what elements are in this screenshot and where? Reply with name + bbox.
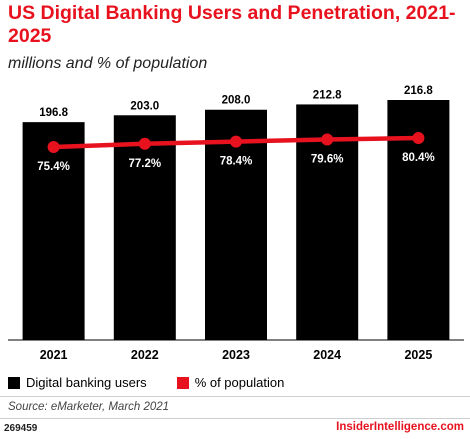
bar-value-label: 212.8	[313, 89, 342, 101]
legend-label-line: % of population	[194, 375, 285, 390]
x-tick-label: 2022	[131, 348, 159, 362]
brand-logo: InsiderIntelligence.com	[336, 421, 464, 433]
line-value-label: 77.2%	[128, 158, 161, 170]
bar-value-label: 196.8	[39, 107, 68, 119]
legend-item-bar: Digital banking users	[8, 375, 147, 390]
chart-id: 269459	[4, 423, 38, 434]
divider-top	[0, 396, 470, 397]
chart-title: US Digital Banking Users and Penetration…	[8, 2, 456, 47]
x-axis-tick-labels: 2021 2022 2023 2024 2025	[40, 348, 433, 362]
line-point-2022	[138, 137, 151, 150]
line-value-label: 78.4%	[220, 156, 253, 168]
legend-swatch-line	[176, 376, 189, 389]
divider-bottom	[0, 418, 470, 419]
bar-value-label: 208.0	[222, 95, 251, 107]
line-point-2024	[321, 133, 334, 146]
bar-2023	[205, 109, 267, 340]
bar-2022	[113, 115, 176, 340]
line-point-2025	[412, 132, 425, 145]
bar-2021	[22, 122, 85, 340]
line-value-label: 75.4%	[37, 161, 70, 173]
legend-label-bar: Digital banking users	[26, 375, 147, 390]
line-value-label: 80.4%	[402, 152, 435, 164]
line-point-2023	[230, 135, 242, 148]
x-tick-label: 2023	[222, 348, 250, 362]
bar-value-label: 203.0	[130, 100, 159, 112]
legend-swatch-bar	[8, 376, 20, 389]
bar-series	[22, 100, 450, 341]
line-point-2021	[47, 140, 60, 153]
chart-subtitle: millions and % of population	[8, 55, 208, 72]
x-tick-label: 2021	[40, 348, 68, 362]
x-tick-label: 2024	[313, 348, 341, 362]
line-series	[47, 132, 425, 153]
bar-value-label: 216.8	[404, 85, 433, 97]
line-value-labels: 75.4% 77.2% 78.4% 79.6% 80.4%	[37, 152, 434, 173]
bar-value-labels: 196.8 203.0 208.0 212.8 216.8	[39, 85, 433, 119]
line-value-label: 79.6%	[311, 153, 344, 165]
legend: Digital banking users % of population	[8, 375, 314, 390]
legend-item-line: % of population	[176, 375, 285, 390]
x-tick-label: 2025	[404, 348, 432, 362]
source-note: Source: eMarketer, March 2021	[8, 401, 170, 413]
